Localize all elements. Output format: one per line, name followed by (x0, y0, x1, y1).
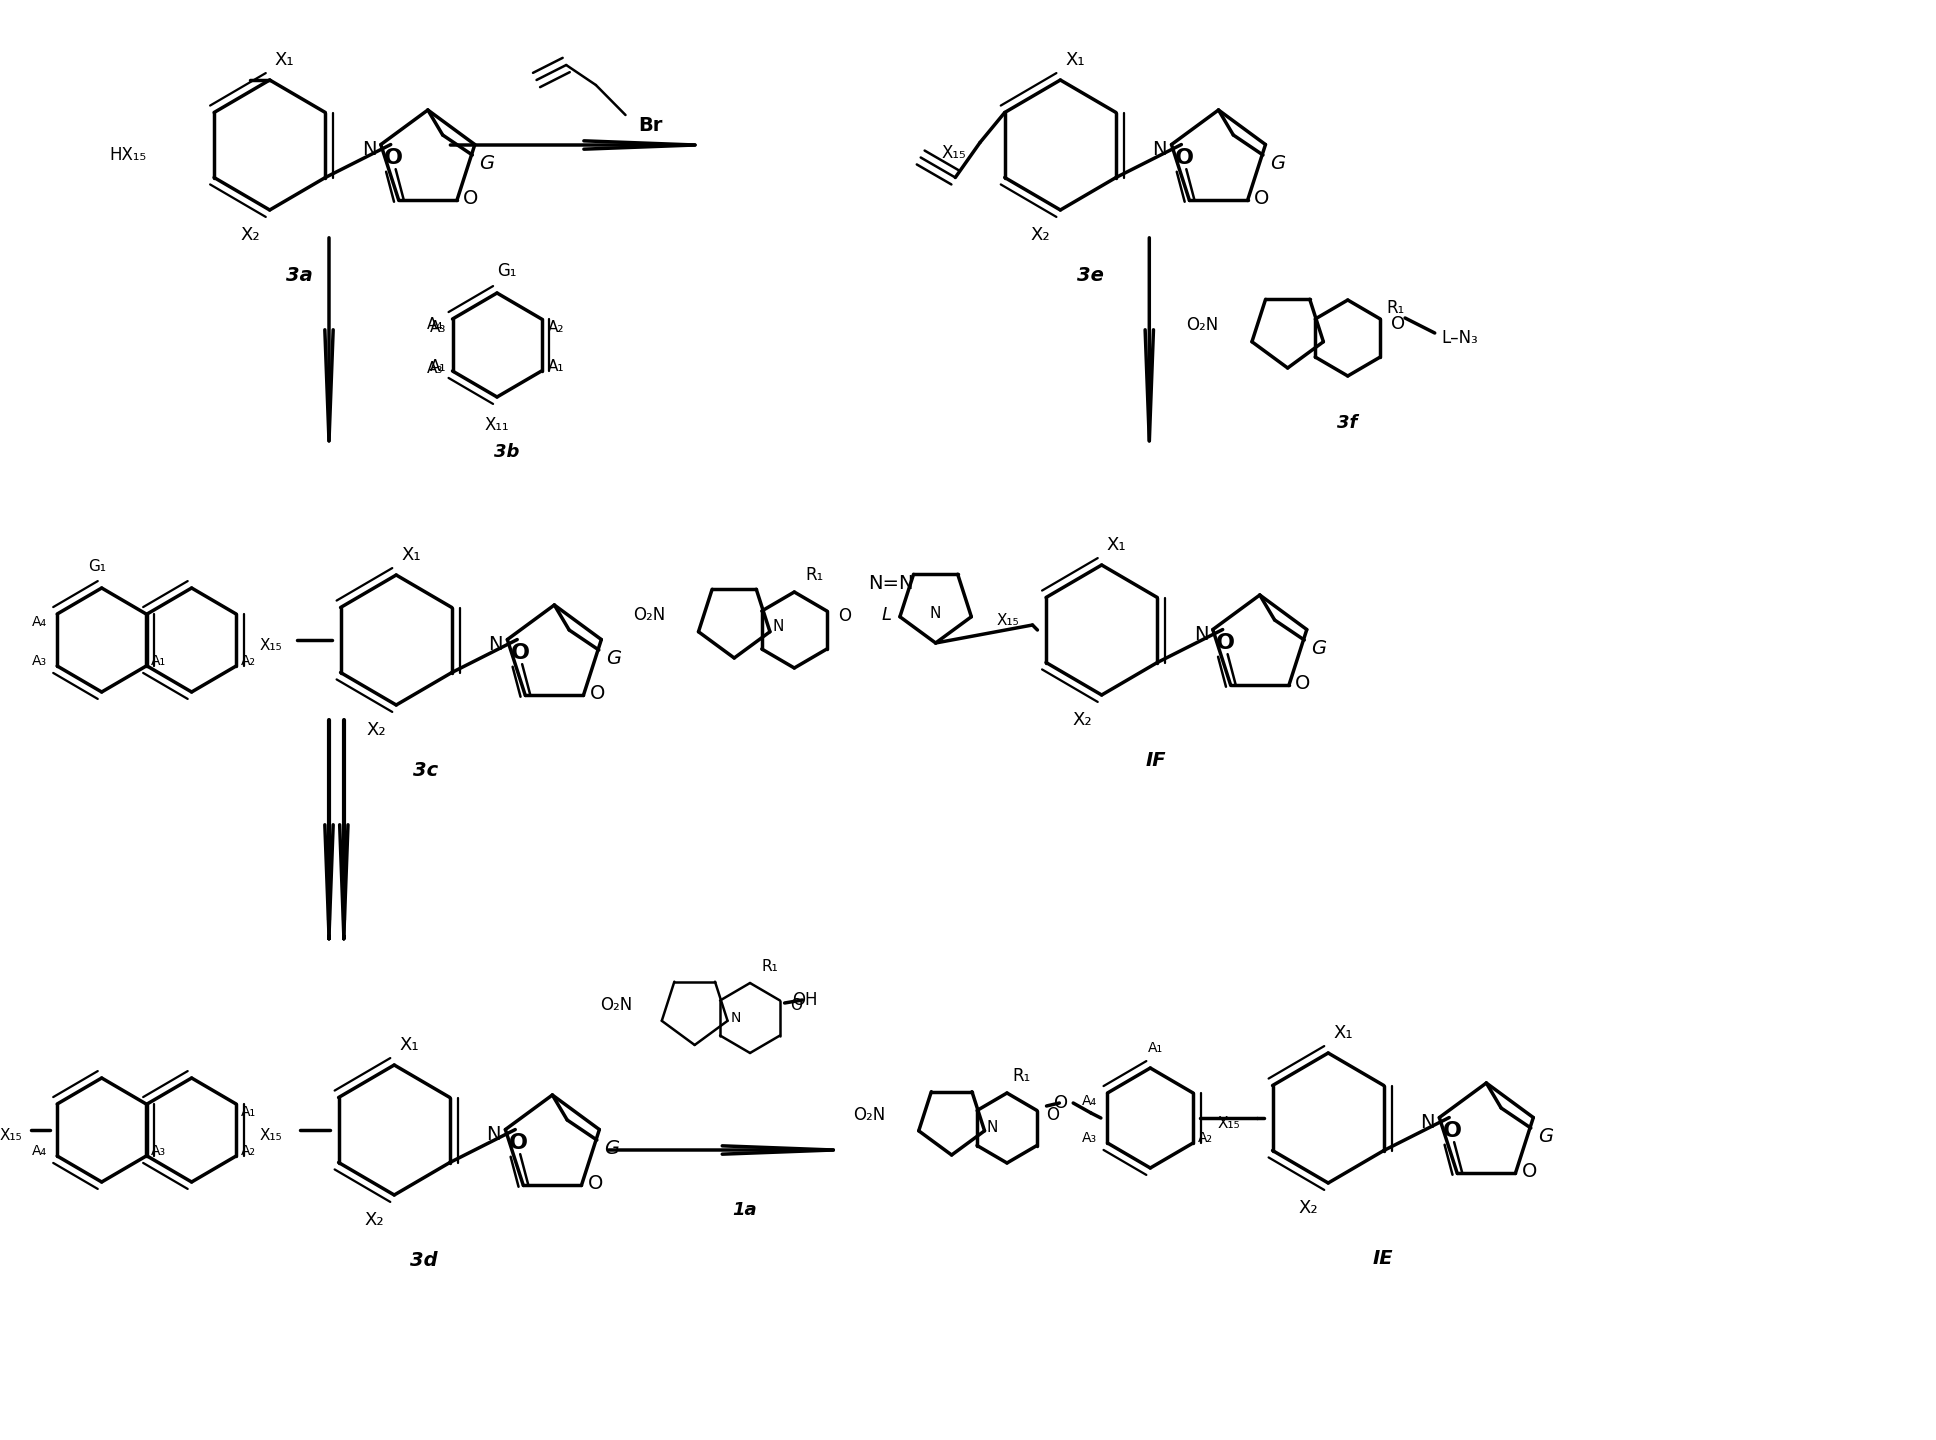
Text: N: N (1195, 625, 1208, 644)
Text: O: O (1055, 1094, 1069, 1112)
Text: X₁: X₁ (275, 50, 294, 69)
Text: X₂: X₂ (364, 1211, 383, 1228)
Text: X₂: X₂ (1030, 226, 1051, 243)
Text: R₁: R₁ (761, 959, 778, 973)
Text: O₂N: O₂N (1187, 315, 1218, 334)
Text: 3c: 3c (412, 760, 438, 779)
Text: G: G (480, 154, 496, 173)
Text: O: O (511, 644, 530, 664)
Text: X₁₅: X₁₅ (997, 612, 1018, 628)
Text: N: N (929, 605, 941, 621)
Text: X₁₅: X₁₅ (0, 1128, 23, 1142)
Text: N: N (987, 1120, 999, 1135)
Text: X₁₅: X₁₅ (941, 144, 966, 163)
Text: A₂: A₂ (548, 320, 565, 334)
Text: A₃: A₃ (426, 360, 443, 376)
Text: G: G (606, 648, 621, 668)
Text: R₁: R₁ (1386, 300, 1404, 317)
Text: X₁₅: X₁₅ (1218, 1116, 1241, 1130)
Text: X₂: X₂ (240, 226, 259, 243)
Text: O₂N: O₂N (633, 606, 666, 624)
Text: G: G (1537, 1126, 1553, 1145)
Text: O: O (1045, 1106, 1059, 1125)
Text: A₄: A₄ (31, 1143, 46, 1158)
Text: G₁: G₁ (498, 262, 517, 279)
Text: A₁: A₁ (240, 1104, 256, 1119)
Text: N: N (772, 619, 784, 634)
Text: O₂N: O₂N (600, 996, 633, 1014)
Text: A₄: A₄ (1082, 1094, 1098, 1107)
Text: A₂: A₂ (240, 654, 256, 668)
Text: O: O (1295, 674, 1311, 693)
Text: O: O (838, 608, 852, 625)
Text: O: O (1216, 634, 1235, 654)
Text: O₂N: O₂N (854, 1106, 885, 1125)
Text: X₁: X₁ (1065, 50, 1084, 69)
Text: A₁: A₁ (430, 359, 445, 373)
Text: G: G (1270, 154, 1286, 173)
Text: O: O (590, 684, 604, 703)
Text: G: G (604, 1139, 620, 1158)
Text: A₂: A₂ (240, 1143, 256, 1158)
Text: O: O (385, 148, 403, 168)
Text: A₄: A₄ (31, 615, 46, 629)
Text: L–N₃: L–N₃ (1440, 328, 1477, 347)
Text: X₂: X₂ (1299, 1200, 1318, 1217)
Text: A₁: A₁ (1148, 1041, 1164, 1056)
Text: 3b: 3b (494, 444, 519, 461)
Text: O: O (509, 1133, 529, 1153)
Text: A₃: A₃ (151, 1143, 166, 1158)
Text: X₁: X₁ (1334, 1024, 1353, 1043)
Text: 3a: 3a (287, 265, 314, 285)
Text: A₃: A₃ (430, 320, 445, 334)
Text: O: O (1522, 1162, 1537, 1181)
Text: O: O (1255, 189, 1270, 207)
Text: OH: OH (792, 991, 817, 1009)
Text: O: O (1175, 148, 1195, 168)
Text: HX₁₅: HX₁₅ (108, 145, 145, 164)
Text: X₁₁: X₁₁ (484, 416, 509, 433)
Text: IF: IF (1146, 750, 1165, 769)
Text: O: O (790, 998, 802, 1012)
Text: N: N (488, 635, 503, 654)
Text: 3e: 3e (1076, 265, 1104, 285)
Text: N: N (362, 140, 376, 158)
Text: N: N (486, 1125, 501, 1143)
Text: A₂: A₂ (1198, 1130, 1212, 1145)
Text: X₂: X₂ (1073, 711, 1092, 729)
Text: O: O (1390, 315, 1406, 333)
Text: G: G (1311, 638, 1326, 658)
Text: 1a: 1a (732, 1201, 757, 1220)
Text: L: L (881, 606, 891, 624)
Text: X₁₅: X₁₅ (259, 1128, 283, 1142)
Text: IE: IE (1373, 1248, 1392, 1267)
Text: X₁₅: X₁₅ (259, 638, 283, 652)
Text: N=N: N=N (869, 573, 914, 592)
Text: A₄: A₄ (426, 317, 443, 331)
Text: X₁: X₁ (1107, 536, 1127, 554)
Text: A₁: A₁ (548, 359, 565, 373)
Text: 3f: 3f (1336, 415, 1357, 432)
Text: N: N (1152, 140, 1167, 158)
Text: Br: Br (639, 115, 662, 134)
Text: A₃: A₃ (1082, 1130, 1098, 1145)
Text: O: O (1442, 1122, 1462, 1142)
Text: N: N (730, 1011, 741, 1025)
Text: G₁: G₁ (87, 559, 106, 573)
Text: X₁: X₁ (399, 1035, 418, 1054)
Text: N: N (1421, 1113, 1435, 1132)
Text: X₁: X₁ (401, 546, 420, 564)
Text: A₁: A₁ (151, 654, 166, 668)
Text: X₂: X₂ (366, 721, 387, 739)
Text: O: O (463, 189, 478, 207)
Text: O: O (587, 1174, 602, 1192)
Text: R₁: R₁ (1013, 1067, 1032, 1084)
Text: 3d: 3d (410, 1250, 438, 1270)
Text: A₃: A₃ (31, 654, 46, 668)
Text: R₁: R₁ (805, 566, 823, 585)
